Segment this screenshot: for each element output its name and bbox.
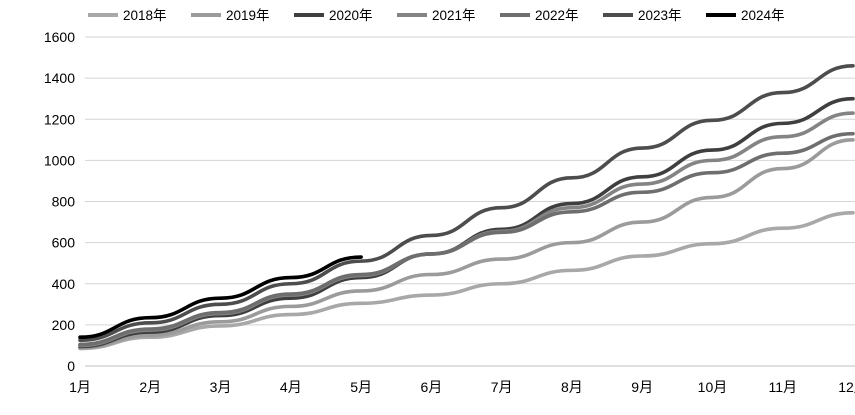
x-tick-label: 8月 — [561, 379, 583, 395]
legend-item-2022[interactable]: 2022年 — [500, 8, 579, 23]
legend-label: 2021年 — [432, 8, 476, 23]
series-line-2023 — [78, 63, 855, 343]
x-tick-label: 1月 — [69, 379, 91, 395]
y-tick-label: 1000 — [44, 152, 75, 168]
y-tick-label: 1200 — [44, 111, 75, 127]
x-tick-label: 2月 — [139, 379, 161, 395]
series-line-2019 — [78, 138, 855, 350]
y-tick-label: 400 — [52, 276, 76, 292]
series-line-2024 — [78, 255, 363, 340]
x-tick-label: 9月 — [631, 379, 653, 395]
y-tick-label: 0 — [67, 358, 75, 374]
x-tick-label: 11月 — [768, 379, 797, 395]
legend-item-2019[interactable]: 2019年 — [191, 8, 270, 23]
legend-item-2024[interactable]: 2024年 — [706, 8, 785, 23]
legend-label: 2023年 — [638, 8, 682, 23]
x-tick-label: 5月 — [350, 379, 372, 395]
x-tick-label: 7月 — [491, 379, 513, 395]
series-line-2022 — [78, 131, 855, 347]
legend-label: 2024年 — [741, 8, 785, 23]
legend-item-2023[interactable]: 2023年 — [603, 8, 682, 23]
y-tick-label: 1400 — [44, 70, 75, 86]
x-tick-label: 6月 — [420, 379, 442, 395]
legend-label: 2018年 — [123, 8, 167, 23]
series-line-2018 — [78, 211, 855, 351]
legend-label: 2022年 — [535, 8, 579, 23]
y-tick-label: 200 — [52, 317, 76, 333]
legend-item-2020[interactable]: 2020年 — [294, 8, 373, 23]
series-line-2021 — [78, 111, 855, 348]
legend-label: 2020年 — [329, 8, 373, 23]
y-tick-label: 800 — [52, 194, 76, 210]
x-tick-label: 12月 — [838, 379, 855, 395]
legend-item-2018[interactable]: 2018年 — [88, 8, 167, 23]
x-tick-label: 4月 — [280, 379, 302, 395]
legend-item-2021[interactable]: 2021年 — [397, 8, 476, 23]
x-tick-label: 10月 — [698, 379, 728, 395]
y-tick-label: 1600 — [44, 29, 75, 45]
x-tick-label: 3月 — [210, 379, 232, 395]
y-tick-label: 600 — [52, 235, 76, 251]
legend-label: 2019年 — [226, 8, 270, 23]
